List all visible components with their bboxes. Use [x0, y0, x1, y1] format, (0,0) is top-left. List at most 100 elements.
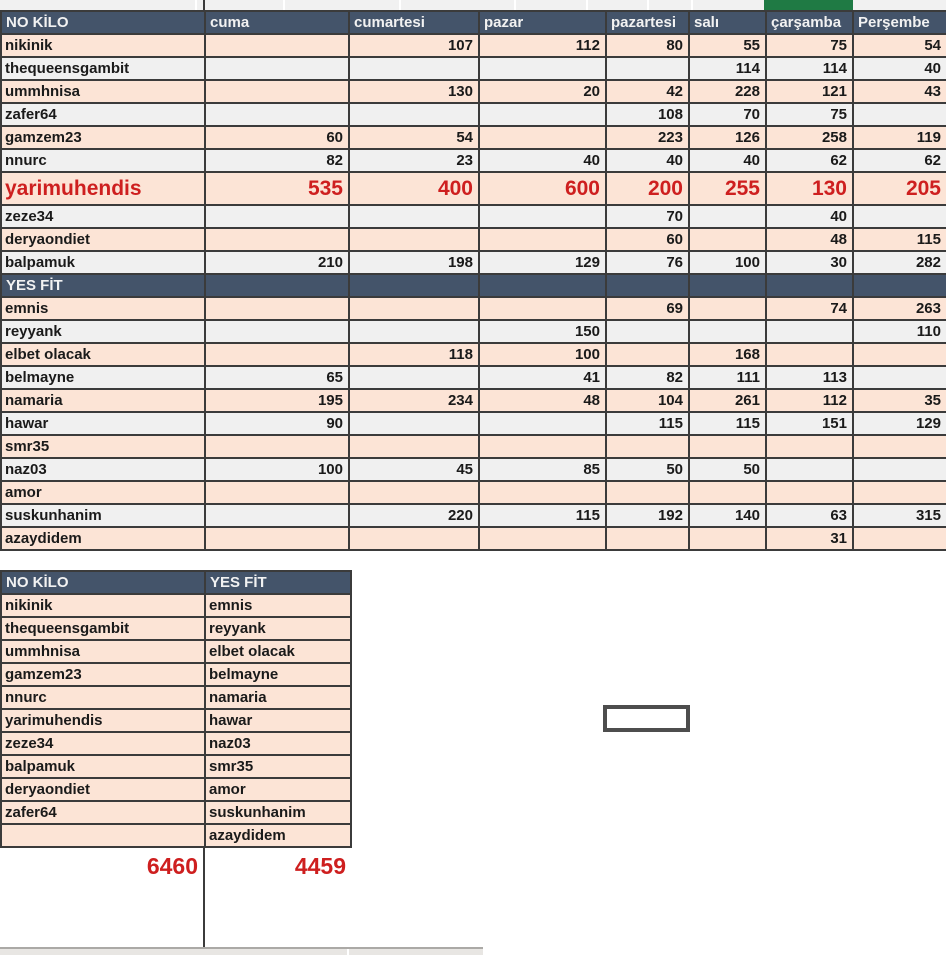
value-cell[interactable] — [765, 319, 854, 344]
value-cell[interactable] — [478, 480, 607, 505]
value-cell[interactable]: 110 — [852, 319, 946, 344]
value-cell[interactable] — [204, 204, 350, 229]
value-cell[interactable]: 40 — [478, 148, 607, 173]
value-cell[interactable]: 282 — [852, 250, 946, 275]
row-label-cell[interactable]: namaria — [0, 388, 206, 413]
value-cell[interactable] — [204, 503, 350, 528]
row-label-cell[interactable]: suskunhanim — [204, 800, 352, 825]
row-label-cell[interactable]: zafer64 — [0, 800, 206, 825]
row-label-cell[interactable]: nikinik — [0, 33, 206, 58]
row-label-cell[interactable]: zeze34 — [0, 731, 206, 756]
value-cell[interactable] — [348, 296, 480, 321]
value-cell[interactable]: 75 — [765, 102, 854, 127]
value-cell[interactable]: 85 — [478, 457, 607, 482]
value-cell[interactable] — [204, 79, 350, 104]
value-cell[interactable]: 263 — [852, 296, 946, 321]
value-cell[interactable] — [765, 342, 854, 367]
value-cell[interactable]: 130 — [765, 171, 854, 206]
value-cell[interactable] — [348, 526, 480, 551]
value-cell[interactable] — [204, 227, 350, 252]
row-label-cell[interactable]: emnis — [204, 593, 352, 618]
column-header[interactable]: NO KİLO — [0, 570, 206, 595]
value-cell[interactable]: 130 — [348, 79, 480, 104]
section-header-cell[interactable] — [478, 273, 607, 298]
section-header-cell[interactable]: YES FİT — [0, 273, 206, 298]
value-cell[interactable] — [852, 342, 946, 367]
value-cell[interactable] — [478, 434, 607, 459]
value-cell[interactable]: 65 — [204, 365, 350, 390]
value-cell[interactable]: 198 — [348, 250, 480, 275]
value-cell[interactable]: 261 — [688, 388, 767, 413]
row-label-cell[interactable]: naz03 — [204, 731, 352, 756]
row-label-cell[interactable]: hawar — [0, 411, 206, 436]
value-cell[interactable]: 50 — [688, 457, 767, 482]
value-cell[interactable]: 112 — [478, 33, 607, 58]
row-label-cell[interactable]: namaria — [204, 685, 352, 710]
value-cell[interactable] — [688, 296, 767, 321]
value-cell[interactable]: 70 — [605, 204, 690, 229]
value-cell[interactable]: 82 — [204, 148, 350, 173]
value-cell[interactable]: 90 — [204, 411, 350, 436]
section-header-cell[interactable] — [605, 273, 690, 298]
value-cell[interactable] — [204, 342, 350, 367]
value-cell[interactable]: 200 — [605, 171, 690, 206]
value-cell[interactable] — [765, 457, 854, 482]
value-cell[interactable] — [478, 411, 607, 436]
value-cell[interactable] — [688, 204, 767, 229]
row-label-cell[interactable]: zeze34 — [0, 204, 206, 229]
value-cell[interactable]: 70 — [688, 102, 767, 127]
value-cell[interactable] — [348, 365, 480, 390]
section-header-cell[interactable] — [852, 273, 946, 298]
value-cell[interactable]: 115 — [605, 411, 690, 436]
section-header-cell[interactable] — [688, 273, 767, 298]
row-label-cell[interactable]: deryaondiet — [0, 227, 206, 252]
row-label-cell[interactable]: thequeensgambit — [0, 56, 206, 81]
value-cell[interactable]: 40 — [765, 204, 854, 229]
value-cell[interactable] — [348, 227, 480, 252]
value-cell[interactable]: 600 — [478, 171, 607, 206]
value-cell[interactable]: 113 — [765, 365, 854, 390]
value-cell[interactable]: 228 — [688, 79, 767, 104]
row-label-cell[interactable]: gamzem23 — [0, 125, 206, 150]
column-header[interactable]: YES FİT — [204, 570, 352, 595]
value-cell[interactable]: 50 — [605, 457, 690, 482]
value-cell[interactable] — [852, 434, 946, 459]
value-cell[interactable]: 48 — [478, 388, 607, 413]
value-cell[interactable] — [605, 434, 690, 459]
value-cell[interactable]: 63 — [765, 503, 854, 528]
value-cell[interactable]: 69 — [605, 296, 690, 321]
value-cell[interactable] — [852, 365, 946, 390]
value-cell[interactable]: 42 — [605, 79, 690, 104]
value-cell[interactable] — [348, 204, 480, 229]
value-cell[interactable]: 220 — [348, 503, 480, 528]
row-label-cell[interactable]: balpamuk — [0, 250, 206, 275]
row-label-cell[interactable]: naz03 — [0, 457, 206, 482]
value-cell[interactable] — [478, 56, 607, 81]
value-cell[interactable]: 41 — [478, 365, 607, 390]
value-cell[interactable]: 114 — [688, 56, 767, 81]
column-header[interactable]: cuma — [204, 10, 350, 35]
section-header-cell[interactable] — [765, 273, 854, 298]
value-cell[interactable]: 35 — [852, 388, 946, 413]
column-header[interactable]: pazar — [478, 10, 607, 35]
column-header[interactable]: salı — [688, 10, 767, 35]
value-cell[interactable]: 210 — [204, 250, 350, 275]
value-cell[interactable] — [688, 480, 767, 505]
value-cell[interactable]: 62 — [852, 148, 946, 173]
row-label-cell[interactable]: elbet olacak — [0, 342, 206, 367]
value-cell[interactable]: 205 — [852, 171, 946, 206]
row-label-cell[interactable]: reyyank — [204, 616, 352, 641]
value-cell[interactable]: 400 — [348, 171, 480, 206]
value-cell[interactable] — [204, 102, 350, 127]
value-cell[interactable]: 118 — [348, 342, 480, 367]
row-label-cell[interactable]: elbet olacak — [204, 639, 352, 664]
value-cell[interactable]: 100 — [204, 457, 350, 482]
value-cell[interactable]: 54 — [348, 125, 480, 150]
value-cell[interactable]: 76 — [605, 250, 690, 275]
value-cell[interactable]: 258 — [765, 125, 854, 150]
row-label-cell[interactable]: deryaondiet — [0, 777, 206, 802]
value-cell[interactable]: 40 — [605, 148, 690, 173]
value-cell[interactable]: 195 — [204, 388, 350, 413]
value-cell[interactable] — [765, 434, 854, 459]
value-cell[interactable] — [204, 480, 350, 505]
